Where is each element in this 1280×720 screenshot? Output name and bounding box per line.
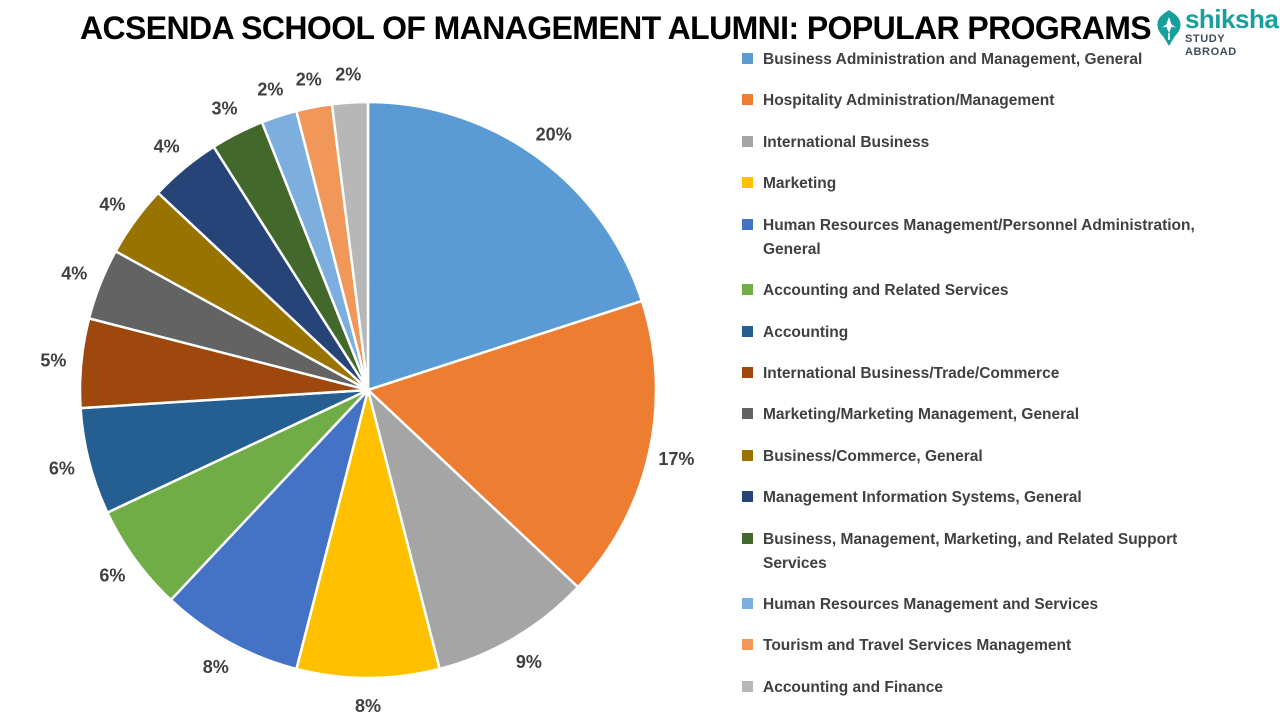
- legend-label: Accounting: [763, 323, 849, 341]
- logo-tagline-text: STUDY ABROAD: [1184, 33, 1237, 58]
- pie-label-9: 4%: [99, 194, 125, 214]
- logo-brand-text: shiksha: [1184, 4, 1279, 34]
- legend-swatch: [742, 218, 753, 230]
- legend-label: Marketing/Marketing Management, General: [763, 406, 1080, 424]
- legend-item: Accounting: [742, 321, 1276, 345]
- legend-item: Marketing/Marketing Management, General: [742, 403, 1276, 427]
- legend-item: Business/Commerce, General: [742, 445, 1276, 469]
- pie-chart: 20% 17% 9% 8% 8% 6% 6% 5% 4% 4% 4% 3% 2% 2% 2%: [40, 65, 694, 716]
- legend-label: Business, Management, Marketing, and Rel…: [763, 530, 1178, 572]
- legend-item: Management Information Systems, General: [742, 486, 1276, 510]
- legend-swatch: [742, 177, 753, 189]
- pie-slice-4: [169, 388, 370, 671]
- legend-label: Accounting and Finance: [763, 678, 943, 696]
- pie-label-7: 5%: [40, 350, 66, 370]
- legend-item: International Business/Trade/Commerce: [742, 362, 1276, 386]
- legend-label: Tourism and Travel Services Management: [763, 637, 1072, 655]
- legend-swatch: [742, 284, 753, 296]
- legend-swatch: [742, 598, 753, 610]
- legend-item: Human Resources Management and Services: [742, 593, 1276, 617]
- legend-label: Human Resources Management/Personnel Adm…: [763, 216, 1195, 258]
- pie-label-14: 2%: [335, 65, 361, 85]
- pie-slice-2: [366, 388, 580, 671]
- pie-label-3: 8%: [355, 696, 381, 716]
- legend-item: Human Resources Management/Personnel Adm…: [742, 214, 1276, 262]
- pie-label-2: 9%: [516, 652, 542, 672]
- logo-texts: shiksha STUDY ABROAD: [1185, 6, 1280, 59]
- pie-label-5: 6%: [99, 566, 125, 586]
- legend-item: Hospitality Administration/Management: [742, 89, 1276, 113]
- legend-swatch: [742, 94, 753, 106]
- legend-label: Business Administration and Management, …: [763, 51, 1143, 68]
- legend-swatch: [742, 449, 753, 461]
- pie-label-6: 6%: [49, 459, 75, 479]
- legend-swatch: [742, 53, 753, 64]
- pie-label-11: 3%: [211, 98, 237, 118]
- legend-label: Marketing: [763, 175, 837, 193]
- pie-label-13: 2%: [296, 70, 322, 90]
- legend-swatch: [742, 366, 753, 378]
- legend-label: International Business/Trade/Commerce: [763, 364, 1060, 382]
- legend-swatch: [742, 408, 753, 420]
- pen-nib-plane-icon: [1157, 10, 1181, 46]
- legend-item: International Business: [742, 131, 1276, 155]
- pie-slice-0: [366, 100, 644, 392]
- legend-swatch: [742, 325, 753, 337]
- pie-slice-1: [366, 299, 658, 589]
- legend-swatch: [742, 491, 753, 503]
- legend-item: Accounting and Related Services: [742, 279, 1276, 303]
- pie-slice-3: [295, 388, 441, 680]
- legend-swatch: [742, 135, 753, 147]
- legend: Business Administration and Management, …: [742, 48, 1276, 700]
- shiksha-logo: shiksha STUDY ABROAD: [1156, 6, 1280, 59]
- pie-label-12: 2%: [257, 80, 283, 100]
- pie-label-8: 4%: [61, 264, 87, 284]
- legend-label: Management Information Systems, General: [763, 489, 1082, 507]
- pie-label-0: 20%: [536, 124, 572, 144]
- legend-item: Tourism and Travel Services Management: [742, 634, 1276, 658]
- pie-label-10: 4%: [154, 137, 180, 157]
- legend-label: Human Resources Management and Services: [763, 596, 1099, 614]
- legend-swatch: [742, 639, 753, 651]
- chart-title: ACSENDA SCHOOL OF MANAGEMENT ALUMNI: POP…: [80, 10, 1152, 46]
- pie-label-1: 17%: [658, 449, 694, 469]
- legend-label: Accounting and Related Services: [763, 282, 1009, 300]
- legend-item: Business, Management, Marketing, and Rel…: [742, 528, 1276, 576]
- legend-swatch: [742, 680, 753, 692]
- pie-slice-14: [330, 100, 370, 392]
- legend-label: Hospitality Administration/Management: [763, 92, 1055, 110]
- pie-label-4: 8%: [203, 657, 229, 677]
- legend-swatch: [742, 532, 753, 544]
- legend-label: Business/Commerce, General: [763, 447, 983, 465]
- legend-item: Accounting and Finance: [742, 676, 1276, 700]
- legend-label: International Business: [763, 133, 930, 151]
- legend-item: Marketing: [742, 172, 1276, 196]
- legend-item: Business Administration and Management, …: [742, 48, 1276, 72]
